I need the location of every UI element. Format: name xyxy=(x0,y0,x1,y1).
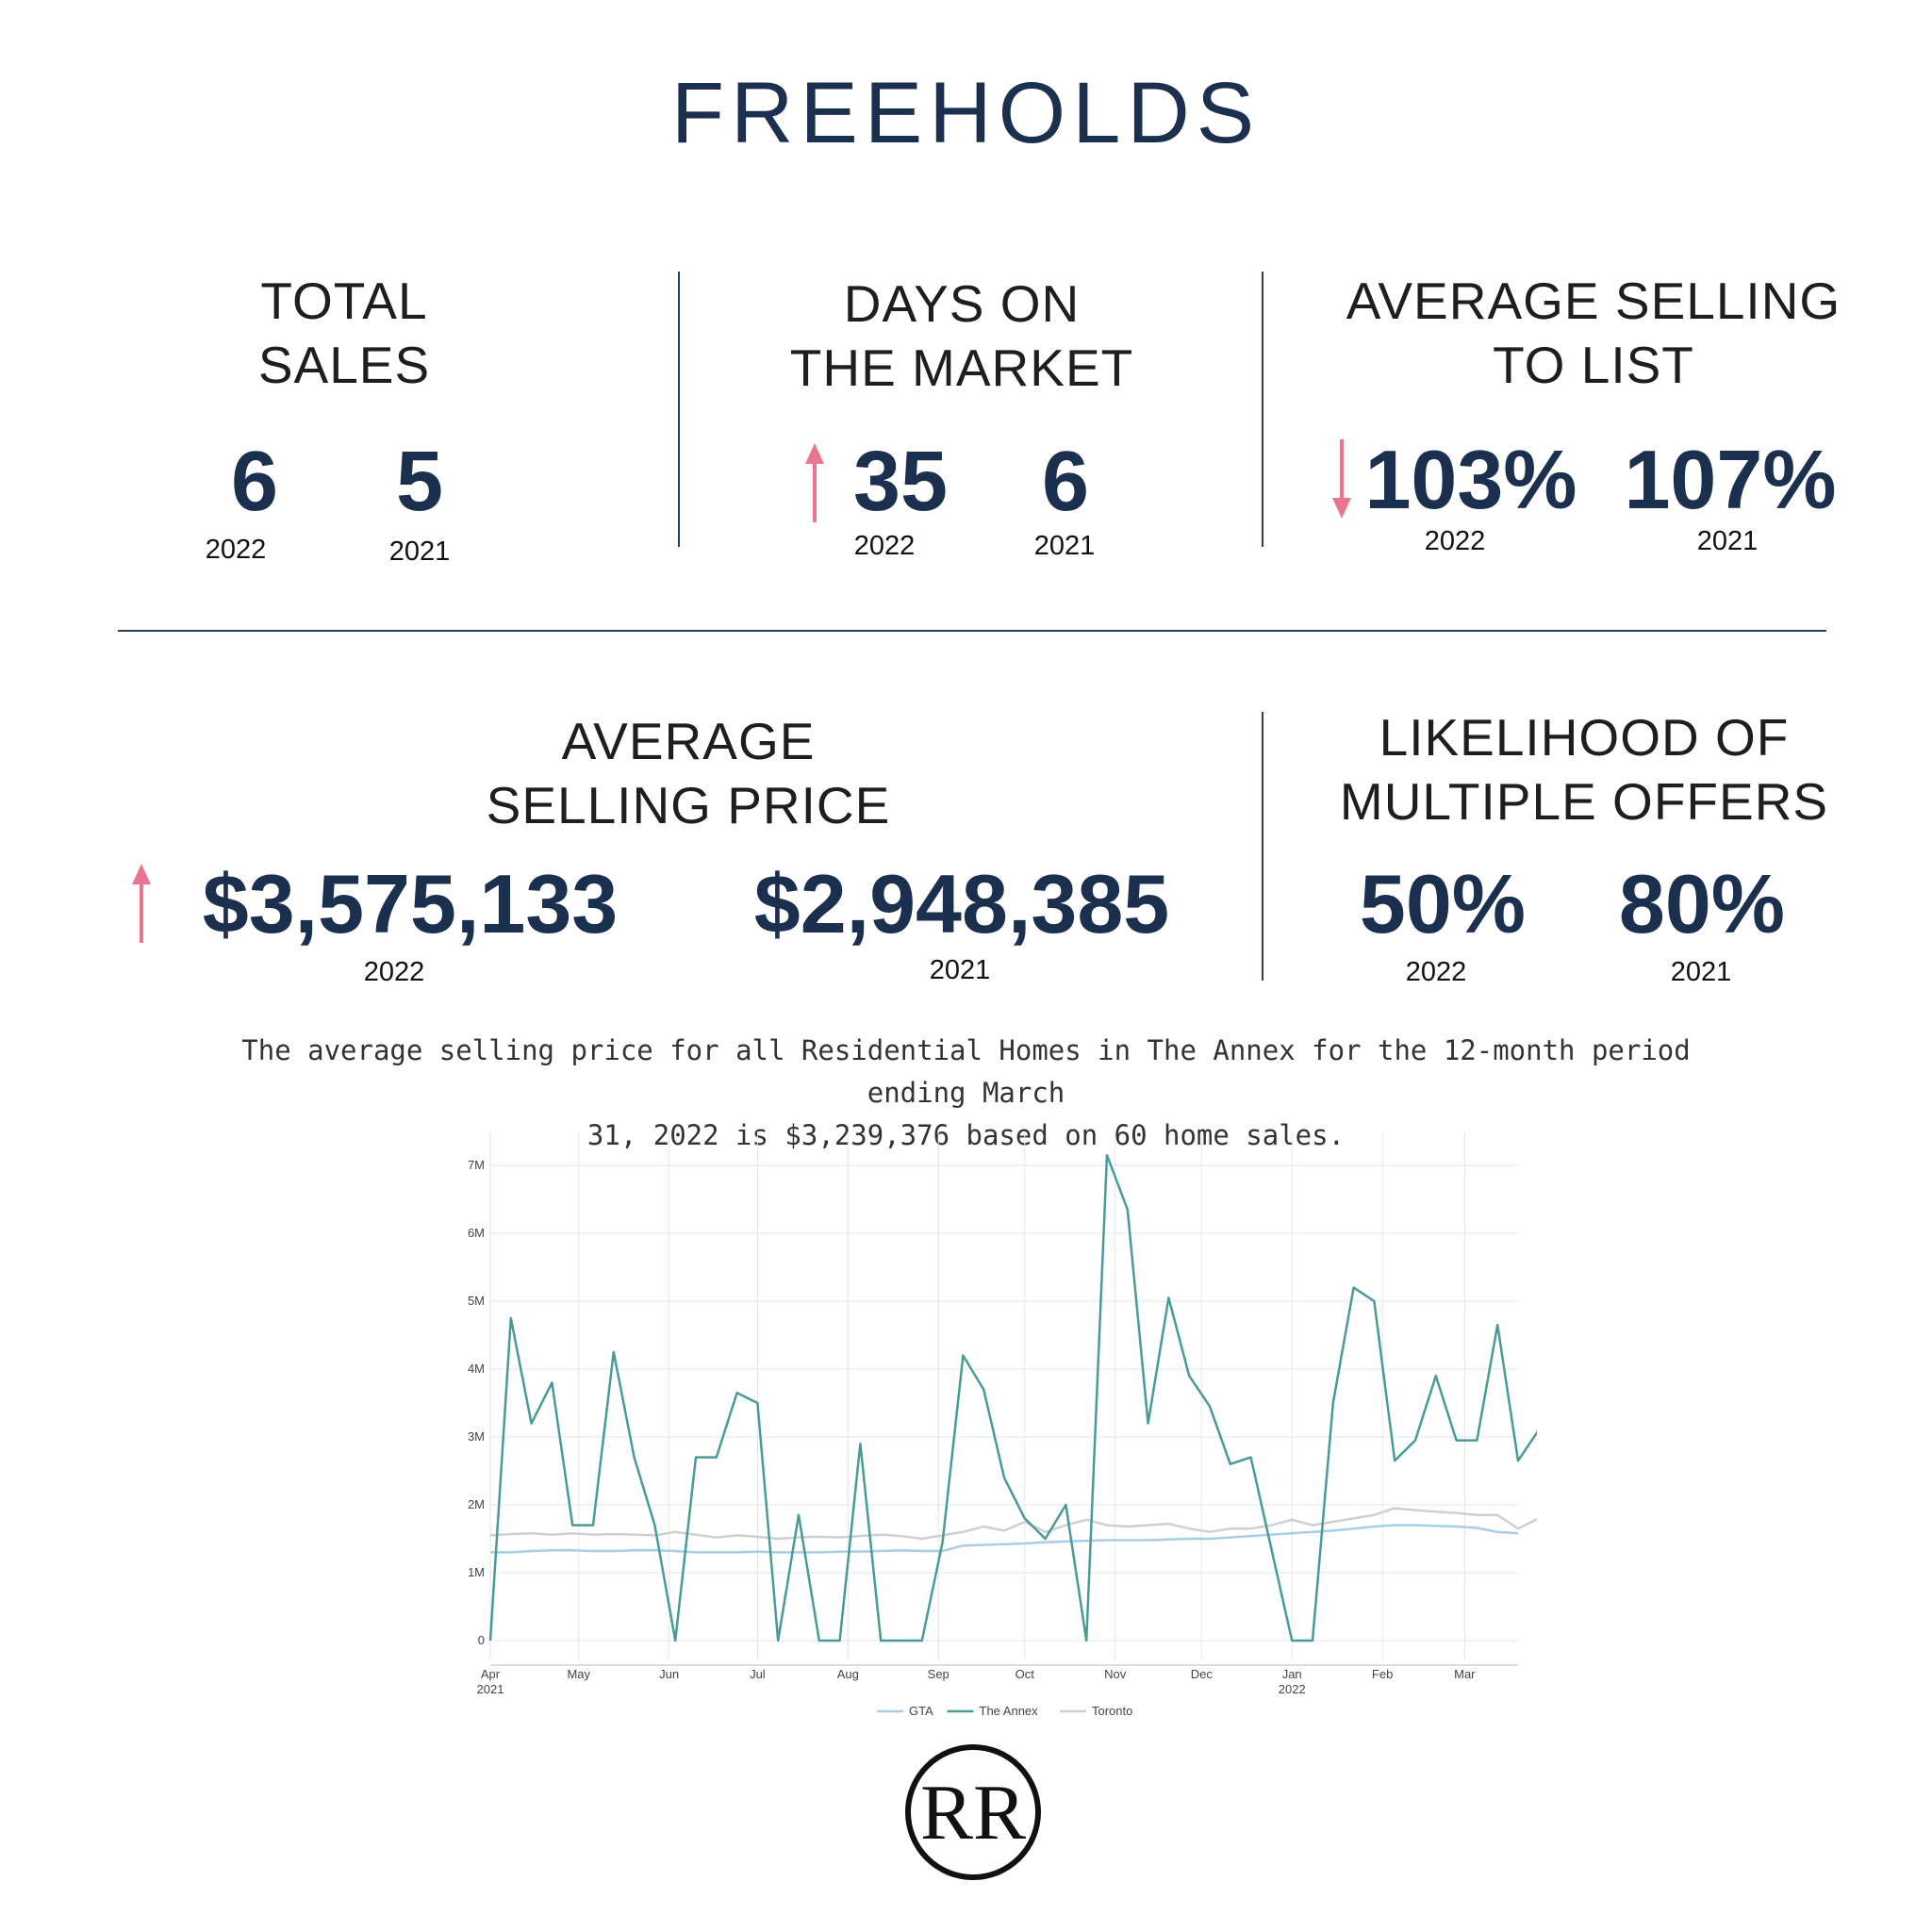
multiple-offers-heading: LIKELIHOOD OF MULTIPLE OFFERS xyxy=(1320,705,1848,833)
legend-label: The Annex xyxy=(980,1704,1039,1718)
divider-top-1 xyxy=(678,272,680,547)
x-tick-label: Mar xyxy=(1454,1667,1476,1681)
x-tick-sublabel: 2021 xyxy=(477,1682,504,1696)
days-on-market-2021-year: 2021 xyxy=(1033,531,1096,561)
x-tick-sublabel: 2022 xyxy=(1279,1682,1306,1696)
legend-label: Toronto xyxy=(1092,1704,1132,1718)
series-line-gta xyxy=(490,1524,1519,1554)
divider-top-2 xyxy=(1262,272,1263,547)
multiple-offers-label-2: MULTIPLE OFFERS xyxy=(1339,772,1829,831)
total-sales-2021-year: 2021 xyxy=(388,536,451,567)
multiple-offers-label-1: LIKELIHOOD OF xyxy=(1379,708,1790,767)
description-line-1: The average selling price for all Reside… xyxy=(241,1034,1691,1109)
x-tick-label: Feb xyxy=(1372,1667,1393,1681)
legend-label: GTA xyxy=(909,1704,933,1718)
y-tick-label: 5M xyxy=(468,1294,485,1308)
series-line-the-annex xyxy=(488,1153,1537,1642)
y-tick-label: 6M xyxy=(468,1226,485,1240)
total-sales-2022-value: 6 xyxy=(230,435,279,529)
chart-description: The average selling price for all Reside… xyxy=(236,1030,1696,1157)
series-line-toronto xyxy=(489,1507,1537,1541)
days-on-market-2021-value: 6 xyxy=(1041,435,1090,529)
x-tick-label: May xyxy=(567,1667,590,1681)
x-tick-label: Apr xyxy=(481,1667,501,1681)
multiple-offers-2021-value: 80% xyxy=(1618,857,1786,950)
multiple-offers-2022-value: 50% xyxy=(1359,857,1527,950)
total-sales-label-1: TOTAL xyxy=(260,272,428,330)
avg-selling-to-list-2022-value: 103% xyxy=(1364,433,1577,526)
arrow-up-icon-price xyxy=(132,864,151,943)
avg-selling-to-list-label-1: AVERAGE SELLING xyxy=(1346,272,1841,330)
x-tick-label: Dec xyxy=(1191,1667,1214,1681)
logo-text: RR xyxy=(920,1769,1026,1857)
avg-selling-to-list-2021-year: 2021 xyxy=(1696,526,1759,556)
divider-bottom xyxy=(1262,712,1263,981)
divider-horizontal xyxy=(118,630,1826,632)
days-on-market-heading: DAYS ON THE MARKET xyxy=(735,272,1188,400)
x-tick-label: Jun xyxy=(659,1667,679,1681)
y-tick-label: 2M xyxy=(468,1497,485,1511)
x-tick-label: Jul xyxy=(750,1667,766,1681)
y-tick-label: 1M xyxy=(468,1565,485,1579)
avg-selling-price-label-2: SELLING PRICE xyxy=(486,776,891,834)
avg-selling-price-2022-value: $3,575,133 xyxy=(202,857,619,950)
avg-selling-to-list-2022-year: 2022 xyxy=(1424,526,1486,556)
days-on-market-label-1: DAYS ON xyxy=(843,274,1081,333)
y-tick-label: 3M xyxy=(468,1429,485,1444)
avg-selling-price-heading: AVERAGE SELLING PRICE xyxy=(405,709,971,837)
rr-logo-icon: RR xyxy=(905,1744,1041,1880)
days-on-market-label-2: THE MARKET xyxy=(789,338,1134,397)
avg-selling-price-2021-value: $2,948,385 xyxy=(753,857,1170,950)
x-tick-label: Sep xyxy=(928,1667,949,1681)
arrow-down-icon xyxy=(1332,439,1351,519)
multiple-offers-2022-year: 2022 xyxy=(1405,957,1467,987)
avg-selling-price-label-1: AVERAGE xyxy=(561,712,816,770)
y-tick-label: 0 xyxy=(478,1633,485,1647)
total-sales-label-2: SALES xyxy=(257,336,431,394)
total-sales-heading: TOTAL SALES xyxy=(141,269,547,397)
avg-selling-to-list-label-2: TO LIST xyxy=(1493,336,1694,394)
y-tick-label: 7M xyxy=(468,1158,485,1172)
avg-selling-price-2022-year: 2022 xyxy=(363,957,425,987)
x-tick-label: Nov xyxy=(1104,1667,1127,1681)
x-tick-label: Oct xyxy=(1016,1667,1035,1681)
x-tick-label: Aug xyxy=(837,1667,859,1681)
days-on-market-2022-year: 2022 xyxy=(853,531,916,561)
x-tick-label: Jan xyxy=(1282,1667,1302,1681)
y-tick-label: 4M xyxy=(468,1362,485,1376)
avg-selling-to-list-heading: AVERAGE SELLING TO LIST xyxy=(1311,269,1876,397)
page-title: FREEHOLDS xyxy=(670,65,1262,161)
days-on-market-2022-value: 35 xyxy=(852,435,949,529)
total-sales-2022-year: 2022 xyxy=(205,535,267,565)
multiple-offers-2021-year: 2021 xyxy=(1670,957,1732,987)
description-line-2: 31, 2022 is $3,239,376 based on 60 home … xyxy=(586,1119,1346,1151)
arrow-up-icon xyxy=(805,443,824,522)
avg-selling-to-list-2021-value: 107% xyxy=(1624,433,1837,526)
avg-selling-price-2021-year: 2021 xyxy=(929,955,991,985)
total-sales-2021-value: 5 xyxy=(395,435,444,529)
